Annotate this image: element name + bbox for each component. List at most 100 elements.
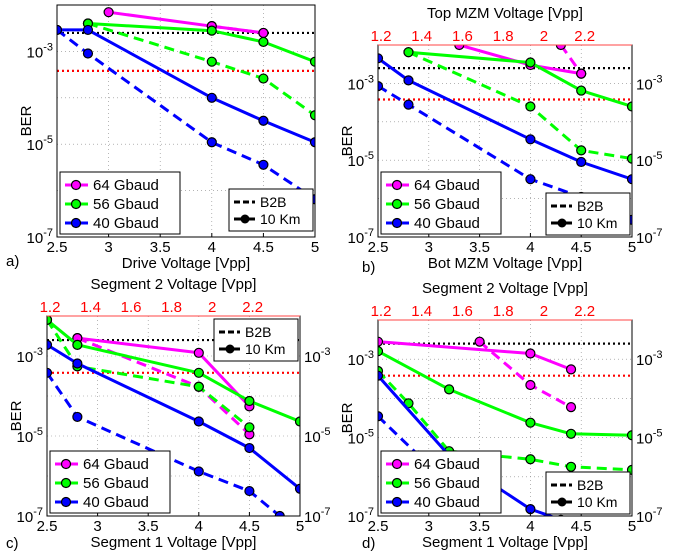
plot-area (47, 316, 300, 516)
series-line-40-gbaud-dashed (57, 28, 315, 201)
chart-panel-c: 2.5 3 3.5 4 4.5 5 1.2 1.4 1.6 1.8 2 2.2 10-3 10-5 10-7… (6, 276, 330, 552)
data-point (82, 48, 94, 59)
y-tick-label-left: 10-5 (348, 428, 374, 448)
panel-label: d) (362, 535, 375, 552)
x-tick-label: 3 (425, 239, 433, 256)
legend-marker (60, 496, 72, 508)
y-tick-label-right: 10-5 (636, 428, 662, 448)
data-point (244, 485, 255, 497)
series-line-40-gbaud-solid (378, 57, 632, 181)
series-line-40-gbaud-dashed (378, 415, 420, 457)
legend-style-box (213, 318, 299, 362)
legend-marker (70, 198, 82, 210)
x-tick-label: 4 (526, 518, 534, 535)
legend-series-label: 56 Gbaud (83, 475, 149, 492)
y-axis-label: BER (339, 125, 356, 156)
top-tick-label: 2 (540, 303, 548, 320)
x-tick-label: 2.5 (47, 239, 68, 256)
data-point (309, 110, 315, 121)
legend-series-label: 64 Gbaud (93, 177, 159, 194)
x-tick-label: 4 (195, 518, 203, 535)
data-point (103, 7, 114, 18)
chart-panel-b: 2.5 3 3.5 4 4.5 5 1.2 1.4 1.6 1.8 2 2.2 10-3 10-5 10-7… (339, 5, 662, 276)
top-tick-label: 1.6 (121, 299, 142, 316)
legend-series-label: 56 Gbaud (414, 196, 480, 213)
data-point (244, 422, 255, 433)
x-axis-label: Drive Voltage [Vpp] (122, 255, 250, 272)
y-tick-label-right: 10-5 (636, 150, 662, 170)
data-point (378, 411, 384, 422)
legend-style-label: 10 Km (245, 341, 285, 357)
series-line-56-gbaud-solid (408, 50, 632, 108)
legend-series-label: 40 Gbaud (93, 215, 159, 232)
y-tick-label-left: 10-5 (17, 426, 43, 446)
series-line-56-gbaud-solid (87, 22, 315, 64)
data-point (403, 47, 414, 58)
y-axis-label: BER (339, 402, 356, 433)
y-tick-label-right: 10-7 (636, 227, 662, 247)
y-tick-label-left: 10-7 (348, 227, 374, 247)
top-tick-label: 2.2 (242, 299, 263, 316)
data-point (244, 395, 255, 407)
legend-style-box (228, 188, 314, 232)
legend-marker (391, 458, 403, 470)
y-tick-label-left: 10-3 (27, 41, 53, 61)
data-point (72, 358, 83, 369)
data-point (576, 145, 587, 156)
top-tick-label: 2.2 (574, 303, 595, 320)
y-tick-label-left: 10-3 (348, 73, 374, 93)
legend-series-label: 64 Gbaud (414, 177, 480, 194)
top-tick-label: 1.6 (452, 303, 473, 320)
legend-marker (391, 198, 403, 210)
x-tick-label: 2.5 (368, 518, 389, 535)
data-point (47, 367, 53, 378)
x-axis-label: Bot MZM Voltage [Vpp] (428, 255, 582, 272)
y-tick-label-right: 10-3 (304, 346, 330, 366)
y-tick-label-left: 10-5 (27, 134, 53, 154)
top-tick-label: 1.2 (371, 303, 392, 320)
legend-style-marker (557, 497, 567, 507)
data-point (626, 174, 632, 185)
data-point (565, 364, 577, 375)
data-point (294, 416, 300, 427)
data-point (525, 134, 536, 145)
data-point (193, 367, 204, 378)
legend-marker (391, 217, 403, 229)
chart-title: Top MZM Voltage [Vpp] (427, 5, 583, 22)
x-tick-label: 5 (311, 239, 319, 256)
x-tick-label: 4.5 (571, 239, 592, 256)
data-point (193, 416, 204, 427)
y-axis-label: BER (8, 400, 25, 431)
legend-marker (391, 179, 403, 191)
top-tick-label: 1.4 (80, 299, 101, 316)
data-point (565, 428, 577, 439)
data-point (57, 24, 63, 36)
chart-panel-d: 2.5 3 3.5 4 4.5 5 1.2 1.4 1.6 1.8 2 2.2 10-3 10-5 10-7… (339, 280, 662, 552)
panel-label: c) (6, 535, 19, 552)
legend-marker (391, 496, 403, 508)
data-point (378, 53, 384, 64)
data-point (294, 483, 300, 494)
y-tick-label-left: 10-7 (17, 506, 43, 526)
x-tick-label: 4.5 (239, 518, 260, 535)
top-tick-label: 1.4 (411, 303, 432, 320)
data-point (193, 381, 204, 392)
top-tick-label: 2 (208, 299, 216, 316)
x-tick-label: 3 (104, 239, 112, 256)
panel-label: b) (362, 259, 375, 276)
axes-frame (56, 4, 316, 238)
data-point (309, 56, 315, 67)
data-point (274, 510, 285, 516)
legend-series-label: 40 Gbaud (414, 494, 480, 511)
data-point (72, 411, 83, 423)
data-point (525, 101, 536, 112)
data-point (565, 401, 577, 413)
x-tick-label: 5 (296, 518, 304, 535)
x-tick-label: 4.5 (253, 239, 274, 256)
legend-series-label: 56 Gbaud (414, 475, 480, 492)
data-point (47, 316, 53, 325)
y-tick-label-right: 10-5 (304, 426, 330, 446)
top-tick-label: 1.8 (493, 28, 514, 45)
top-tick-label: 1.4 (411, 28, 432, 45)
